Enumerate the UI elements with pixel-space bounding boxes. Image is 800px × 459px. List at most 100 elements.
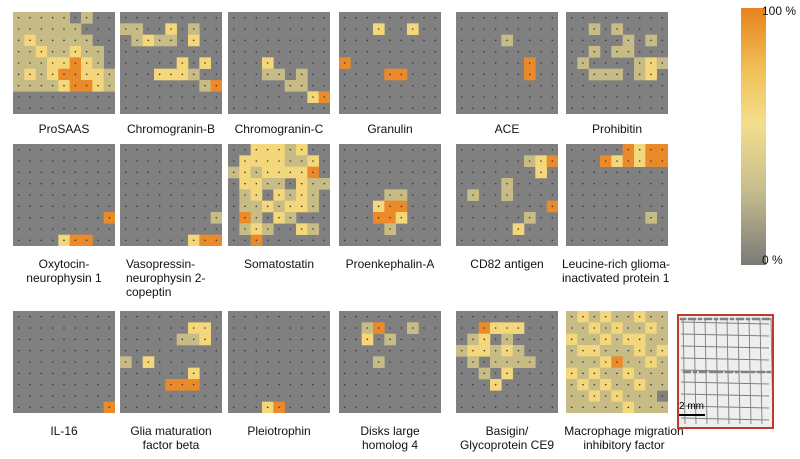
grid-dot [266, 395, 269, 397]
grid-dot [108, 39, 111, 42]
grid-dot [494, 361, 497, 363]
grid-dot [74, 383, 77, 386]
grid-dot [108, 148, 111, 151]
scale-min-label: 0 % [762, 253, 783, 267]
grid-dot [97, 84, 99, 87]
grid-dot [74, 96, 77, 98]
grid-dot [192, 349, 195, 352]
grid-dot [63, 28, 65, 30]
grid-dot [400, 39, 403, 42]
grid-dot [215, 50, 218, 53]
grid-dot [170, 28, 172, 30]
grid-dot [472, 182, 474, 185]
grid-dot [355, 216, 357, 219]
histology-speck [730, 370, 734, 374]
grid-dot [51, 194, 54, 196]
grid-dot [215, 383, 218, 386]
grid-dot [170, 171, 172, 174]
grid-dot [570, 16, 573, 19]
grid-dot [124, 148, 127, 151]
grid-dot [570, 194, 573, 196]
grid-dot [312, 171, 314, 174]
grid-dot [204, 315, 206, 318]
grid-dot [136, 406, 138, 409]
grid-dot [158, 205, 161, 208]
grid-dot [181, 39, 184, 42]
grid-dot [181, 16, 184, 19]
grid-dot [74, 349, 77, 352]
histology-line [680, 417, 770, 421]
color-scale-bar [741, 8, 766, 265]
grid-dot [423, 84, 425, 87]
grid-dot [170, 228, 172, 230]
grid-dot [400, 327, 403, 329]
grid-dot [472, 216, 474, 219]
grid-dot [244, 160, 246, 162]
grid-dot [661, 228, 664, 230]
grid-dot [343, 28, 346, 30]
grid-dot [570, 39, 573, 42]
grid-dot [423, 194, 425, 196]
histology-speck [753, 317, 757, 321]
grid-dot [136, 39, 138, 42]
grid-dot [627, 361, 630, 363]
grid-dot [528, 96, 531, 98]
grid-dot [278, 28, 280, 30]
grid-dot [40, 96, 43, 98]
grid-dot [389, 39, 391, 42]
grid-dot [147, 315, 150, 318]
grid-dot [661, 62, 664, 64]
grid-dot [204, 239, 206, 242]
grid-dot [244, 361, 246, 363]
grid-dot [540, 148, 542, 151]
histology-line [680, 381, 770, 385]
grid-dot [85, 16, 88, 19]
grid-dot [377, 361, 380, 363]
grid-dot [204, 84, 206, 87]
grid-dot [343, 96, 346, 98]
grid-dot [255, 39, 258, 42]
grid-dot [551, 148, 554, 151]
grid-dot [616, 96, 618, 98]
grid-dot [97, 216, 99, 219]
grid-dot [483, 160, 486, 162]
grid-dot [389, 171, 391, 174]
grid-dot [312, 205, 314, 208]
grid-dot [434, 73, 437, 76]
grid-dot [255, 107, 258, 110]
grid-dot [124, 171, 127, 174]
grid-dot [411, 50, 414, 53]
grid-dot [400, 96, 403, 98]
grid-dot [97, 372, 99, 375]
histology-image [677, 314, 774, 429]
grid-dot [85, 84, 88, 87]
grid-dot [74, 315, 77, 318]
grid-dot [343, 372, 346, 375]
heatmap-panel [566, 12, 668, 114]
grid-dot [192, 50, 195, 53]
grid-dot [517, 148, 520, 151]
grid-dot [74, 338, 77, 341]
grid-dot [63, 228, 65, 230]
grid-dot [85, 216, 88, 219]
grid-dot [650, 239, 652, 242]
grid-dot [300, 361, 303, 363]
grid-dot [40, 73, 43, 76]
grid-dot [604, 338, 607, 341]
grid-dot [97, 395, 99, 397]
panel-label: ProSAAS [38, 122, 90, 136]
histology-line [770, 317, 772, 395]
grid-dot [460, 315, 463, 318]
grid-dot [204, 16, 206, 19]
grid-dot [604, 349, 607, 352]
grid-dot [343, 349, 346, 352]
grid-dot [17, 216, 20, 219]
grid-dot [638, 361, 641, 363]
grid-dot [423, 148, 425, 151]
grid-dot [192, 383, 195, 386]
histology-speck [735, 317, 739, 321]
grid-dot [147, 62, 150, 64]
grid-dot [181, 228, 184, 230]
grid-dot [528, 160, 531, 162]
histology-speck [731, 317, 735, 321]
